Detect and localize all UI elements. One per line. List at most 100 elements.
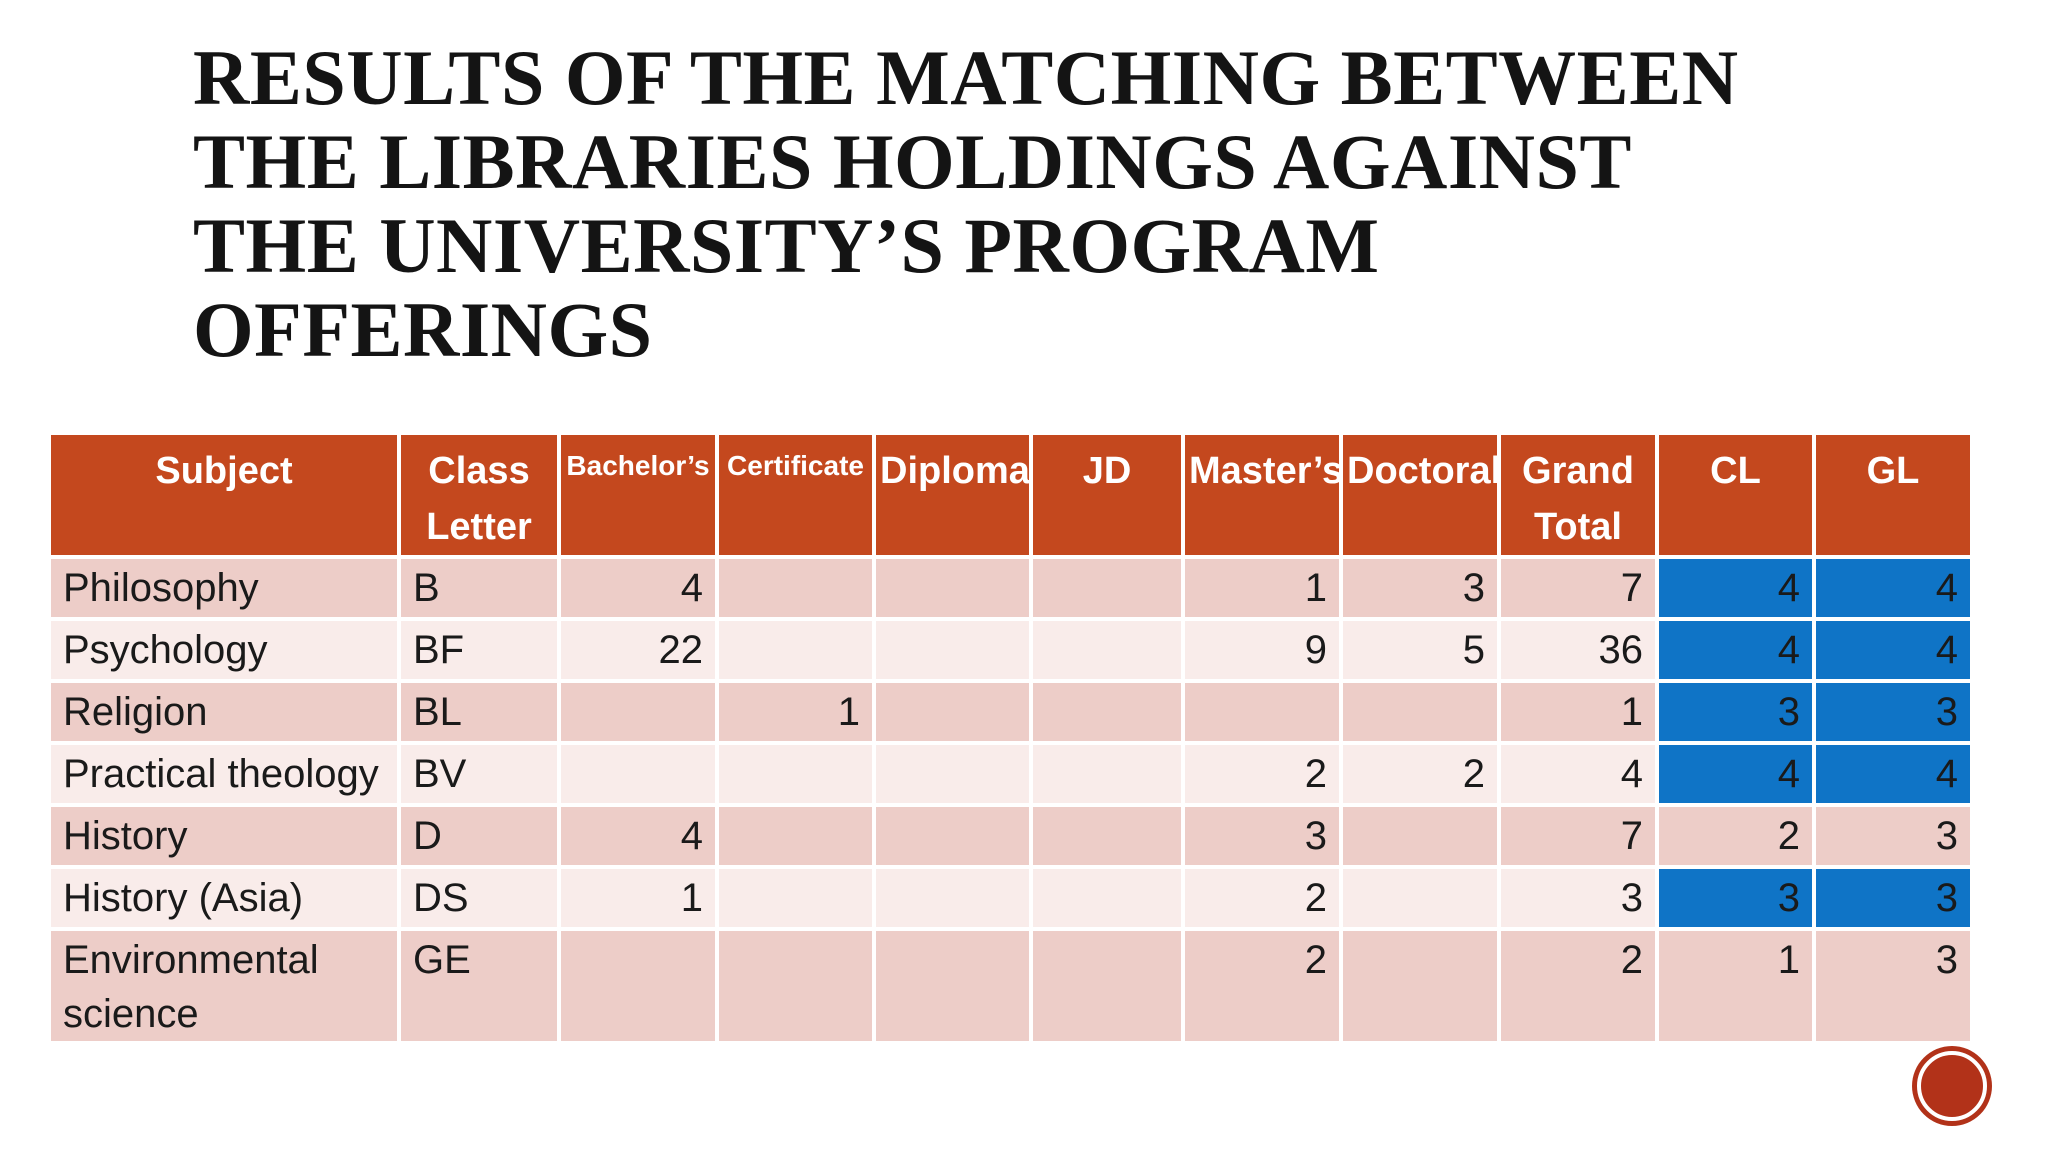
cell-cl: 4 xyxy=(1655,555,1816,621)
cell-certificate xyxy=(715,617,876,683)
cell-doctoral: 3 xyxy=(1339,555,1501,621)
cell-jd xyxy=(1029,865,1185,931)
table-row: Philosophy B 4 1 3 7 4 4 xyxy=(47,555,1974,621)
cell-certificate xyxy=(715,555,876,621)
table-body: Philosophy B 4 1 3 7 4 4 Psychology BF 22 9 5 36 4 4 Rel… xyxy=(47,555,1974,1045)
cell-gl: 3 xyxy=(1812,927,1974,1045)
title-line: THE LIBRARIES HOLDINGS AGAINST xyxy=(193,118,1632,205)
title-line: RESULTS OF THE MATCHING BETWEEN xyxy=(193,34,1739,121)
cell-jd xyxy=(1029,617,1185,683)
cell-diploma xyxy=(872,741,1033,807)
cell-bachelors: 4 xyxy=(557,803,719,869)
holdings-table: Subject Class Letter Bachelor’s Certificate… xyxy=(47,431,1974,1045)
cell-diploma xyxy=(872,865,1033,931)
table-row: Practical theology BV 2 2 4 4 4 xyxy=(47,741,1974,807)
table-row: History (Asia) DS 1 2 3 3 3 xyxy=(47,865,1974,931)
cell-grand_total: 2 xyxy=(1497,927,1659,1045)
column-header-grand_total: Grand Total xyxy=(1497,431,1659,559)
cell-subject: History xyxy=(47,803,401,869)
cell-masters: 3 xyxy=(1181,803,1343,869)
cell-gl: 4 xyxy=(1812,741,1974,807)
cell-doctoral: 2 xyxy=(1339,741,1501,807)
cell-jd xyxy=(1029,679,1185,745)
cell-masters: 2 xyxy=(1181,741,1343,807)
cell-gl: 4 xyxy=(1812,555,1974,621)
cell-certificate xyxy=(715,927,876,1045)
cell-bachelors xyxy=(557,741,719,807)
cell-class_letter: BL xyxy=(397,679,561,745)
cell-jd xyxy=(1029,803,1185,869)
column-header-masters: Master’s xyxy=(1181,431,1343,559)
column-header-gl: GL xyxy=(1812,431,1974,559)
table-row: History D 4 3 7 2 3 xyxy=(47,803,1974,869)
cell-subject: Religion xyxy=(47,679,401,745)
cell-diploma xyxy=(872,555,1033,621)
column-header-bachelors: Bachelor’s xyxy=(557,431,719,559)
cell-masters: 2 xyxy=(1181,865,1343,931)
column-header-class_letter: Class Letter xyxy=(397,431,561,559)
cell-certificate xyxy=(715,741,876,807)
cell-grand_total: 3 xyxy=(1497,865,1659,931)
header-row: Subject Class Letter Bachelor’s Certificate… xyxy=(47,431,1974,559)
cell-class_letter: B xyxy=(397,555,561,621)
column-header-doctoral: Doctoral xyxy=(1339,431,1501,559)
cell-cl: 4 xyxy=(1655,617,1816,683)
cell-gl: 4 xyxy=(1812,617,1974,683)
cell-class_letter: D xyxy=(397,803,561,869)
cell-gl: 3 xyxy=(1812,865,1974,931)
column-header-diploma: Diploma xyxy=(872,431,1033,559)
cell-grand_total: 1 xyxy=(1497,679,1659,745)
cell-gl: 3 xyxy=(1812,803,1974,869)
cell-bachelors: 22 xyxy=(557,617,719,683)
cell-cl: 2 xyxy=(1655,803,1816,869)
cell-grand_total: 7 xyxy=(1497,555,1659,621)
cell-grand_total: 36 xyxy=(1497,617,1659,683)
cell-cl: 3 xyxy=(1655,865,1816,931)
cell-diploma xyxy=(872,617,1033,683)
cell-masters: 9 xyxy=(1181,617,1343,683)
cell-cl: 3 xyxy=(1655,679,1816,745)
cell-bachelors: 4 xyxy=(557,555,719,621)
cell-diploma xyxy=(872,927,1033,1045)
cell-jd xyxy=(1029,741,1185,807)
cell-certificate xyxy=(715,803,876,869)
cell-diploma xyxy=(872,679,1033,745)
cell-class_letter: DS xyxy=(397,865,561,931)
cell-grand_total: 4 xyxy=(1497,741,1659,807)
cell-subject: History (Asia) xyxy=(47,865,401,931)
column-header-certificate: Certificate xyxy=(715,431,876,559)
cell-doctoral xyxy=(1339,803,1501,869)
cell-class_letter: BV xyxy=(397,741,561,807)
cell-masters: 2 xyxy=(1181,927,1343,1045)
cell-masters: 1 xyxy=(1181,555,1343,621)
cell-bachelors xyxy=(557,679,719,745)
column-header-cl: CL xyxy=(1655,431,1816,559)
cell-certificate xyxy=(715,865,876,931)
cell-doctoral xyxy=(1339,927,1501,1045)
cell-cl: 4 xyxy=(1655,741,1816,807)
stamp-circle-icon xyxy=(1912,1046,1992,1126)
cell-doctoral: 5 xyxy=(1339,617,1501,683)
cell-gl: 3 xyxy=(1812,679,1974,745)
title-line: THE UNIVERSITY’S PROGRAM xyxy=(193,202,1380,289)
cell-diploma xyxy=(872,803,1033,869)
cell-doctoral xyxy=(1339,865,1501,931)
cell-subject: Environmental science xyxy=(47,927,401,1045)
cell-doctoral xyxy=(1339,679,1501,745)
title-line: OFFERINGS xyxy=(193,286,653,373)
cell-bachelors: 1 xyxy=(557,865,719,931)
column-header-subject: Subject xyxy=(47,431,401,559)
cell-class_letter: GE xyxy=(397,927,561,1045)
cell-bachelors xyxy=(557,927,719,1045)
cell-jd xyxy=(1029,555,1185,621)
cell-masters xyxy=(1181,679,1343,745)
slide-title: RESULTS OF THE MATCHING BETWEEN THE LIBR… xyxy=(193,36,1893,372)
stamp-ring-icon xyxy=(1917,1051,1987,1121)
table-row: Environmental science GE 2 2 1 3 xyxy=(47,927,1974,1045)
cell-class_letter: BF xyxy=(397,617,561,683)
cell-cl: 1 xyxy=(1655,927,1816,1045)
table-row: Psychology BF 22 9 5 36 4 4 xyxy=(47,617,1974,683)
table-row: Religion BL 1 1 3 3 xyxy=(47,679,1974,745)
cell-jd xyxy=(1029,927,1185,1045)
